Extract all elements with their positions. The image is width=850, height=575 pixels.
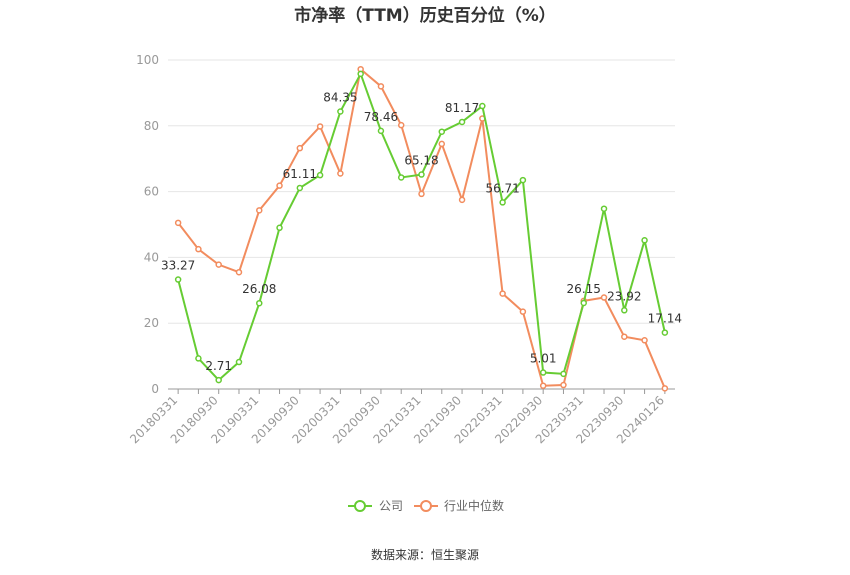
data-point — [215, 261, 222, 268]
legend[interactable]: 公司 行业中位数 — [348, 498, 504, 513]
data-point — [174, 276, 182, 283]
data-point — [215, 376, 222, 384]
data-point — [519, 308, 527, 315]
data-point — [600, 205, 608, 212]
data-point — [661, 385, 669, 392]
data-labels: 33.27 2.71 26.08 61.11 84.35 78.46 65.18 81.17 5… — [161, 90, 682, 373]
data-point — [174, 219, 182, 227]
data-point — [296, 184, 304, 192]
data-point — [418, 171, 425, 178]
data-point — [377, 83, 385, 90]
data-source: 数据来源：恒生聚源 — [371, 547, 479, 562]
data-point — [195, 245, 202, 253]
data-point — [316, 171, 324, 179]
data-label: 81.17 — [445, 101, 479, 115]
series-line — [177, 71, 666, 382]
data-point — [539, 369, 547, 376]
data-point — [438, 128, 446, 135]
data-label: 84.35 — [323, 90, 357, 104]
data-point — [256, 207, 263, 214]
y-tick-label: 40 — [144, 250, 159, 264]
data-point — [621, 333, 628, 340]
data-point — [397, 174, 405, 181]
data-label: 56.71 — [485, 181, 519, 195]
data-point — [256, 299, 263, 307]
data-point — [357, 70, 364, 78]
data-label: 17.14 — [648, 312, 682, 326]
data-point — [276, 182, 283, 189]
data-point — [235, 268, 243, 276]
data-point — [560, 370, 567, 378]
data-point — [539, 382, 547, 389]
data-point — [600, 294, 608, 301]
legend-label: 行业中位数 — [444, 498, 504, 513]
chart-title: 市净率（TTM）历史百分位（%） — [294, 5, 556, 26]
legend-swatch-marker — [354, 500, 366, 512]
data-label: 33.27 — [161, 259, 195, 273]
data-label: 5.01 — [530, 352, 557, 366]
data-point — [195, 355, 202, 362]
series — [174, 65, 669, 392]
data-point — [276, 224, 283, 232]
data-label: 65.18 — [404, 154, 438, 168]
data-point — [235, 358, 243, 366]
data-point — [418, 190, 425, 198]
y-tick-label: 0 — [151, 382, 159, 396]
data-label: 23.92 — [607, 289, 641, 303]
data-point — [499, 290, 506, 297]
data-label: 78.46 — [364, 110, 398, 124]
data-label: 26.15 — [567, 282, 601, 296]
data-point — [621, 307, 628, 314]
data-label: 61.11 — [283, 167, 317, 181]
y-tick-label: 60 — [144, 185, 159, 199]
data-point — [397, 121, 405, 129]
data-point — [661, 329, 669, 336]
data-point — [316, 123, 324, 130]
data-point — [337, 108, 344, 115]
data-label: 26.08 — [242, 282, 276, 296]
axes: 0204060801002018033120180930201903312019… — [127, 53, 675, 446]
data-point — [337, 170, 344, 177]
data-point — [458, 118, 466, 126]
data-point — [560, 381, 567, 389]
data-point — [519, 176, 527, 184]
data-point — [377, 127, 385, 135]
y-tick-label: 80 — [144, 119, 159, 133]
y-tick-label: 20 — [144, 316, 159, 330]
legend-swatch-marker — [420, 500, 432, 512]
data-point — [438, 140, 446, 148]
data-label: 2.71 — [205, 359, 232, 373]
data-point — [641, 237, 648, 244]
legend-label: 公司 — [379, 499, 403, 513]
y-tick-label: 100 — [136, 53, 159, 67]
data-point — [479, 102, 486, 110]
data-point — [580, 299, 587, 307]
data-point — [641, 337, 648, 344]
series-line — [177, 67, 666, 389]
data-point — [296, 144, 304, 152]
data-point — [458, 196, 466, 204]
data-point — [499, 199, 506, 206]
